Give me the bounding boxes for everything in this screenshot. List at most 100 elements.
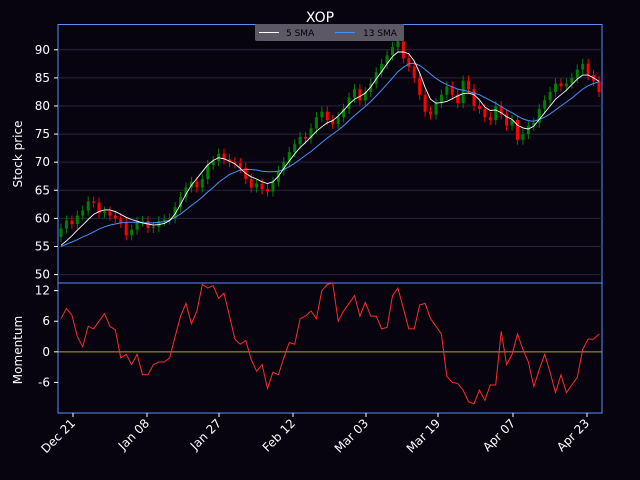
candle-body	[554, 83, 558, 92]
sma13-line	[60, 62, 600, 247]
candle-body	[439, 94, 443, 104]
price-y-ticks: 50 55 60 65 70 75 80 85 90	[35, 43, 58, 282]
momentum-tick-label: -6	[38, 375, 50, 389]
candle-body	[70, 220, 74, 224]
candle-body	[113, 215, 117, 219]
candle-body	[331, 120, 335, 124]
candle-body	[102, 211, 106, 213]
candle-body	[173, 207, 177, 219]
candle-body	[59, 228, 63, 237]
candle-body	[575, 69, 579, 78]
candle-body	[146, 221, 150, 228]
price-tick-label: 50	[35, 268, 50, 282]
date-tick-label: Feb 12	[260, 416, 298, 454]
candle-body	[179, 197, 183, 208]
candle-body	[488, 117, 492, 121]
candle-body	[266, 189, 270, 192]
candle-body	[108, 211, 112, 216]
candle-body	[195, 181, 199, 188]
candle-body	[477, 105, 481, 109]
candle-body	[184, 187, 188, 198]
momentum-y-axis-label: Momentum	[11, 316, 25, 384]
candle-body	[581, 63, 585, 70]
candle-body	[320, 111, 324, 118]
candle-body	[564, 83, 568, 87]
candle-body	[282, 162, 286, 171]
candle-body	[461, 80, 465, 104]
candle-body	[157, 221, 161, 227]
candle-body	[304, 136, 308, 139]
candle-body	[358, 89, 362, 101]
candle-body	[347, 97, 351, 109]
date-tick-label: Mar 03	[332, 416, 371, 455]
momentum-tick-label: 6	[42, 314, 50, 328]
candle-body	[124, 222, 128, 236]
candle-body	[141, 221, 145, 223]
candle-body	[249, 179, 253, 188]
date-tick-label: Jan 27	[187, 416, 224, 453]
candle-body	[418, 77, 422, 95]
chart-title: XOP	[306, 10, 334, 26]
momentum-y-ticks: -6 0 6 12	[35, 284, 58, 389]
candle-body	[75, 215, 79, 224]
legend: 5 SMA 13 SMA	[255, 24, 404, 41]
price-tick-label: 60	[35, 211, 50, 225]
candle-body	[97, 202, 101, 213]
candle-body	[81, 210, 85, 216]
momentum-panel: -6 0 6 12 Momentum	[11, 282, 603, 414]
candle-body	[521, 134, 525, 140]
candle-body	[325, 111, 329, 121]
price-tick-label: 85	[35, 71, 50, 85]
candle-body	[92, 201, 96, 203]
candle-body	[494, 105, 498, 121]
candle-body	[401, 41, 405, 59]
candle-body	[537, 108, 541, 123]
momentum-line	[60, 282, 600, 405]
candlesticks	[59, 36, 601, 242]
candle-body	[293, 144, 297, 153]
candle-body	[64, 220, 68, 229]
candle-body	[396, 41, 400, 47]
price-tick-label: 65	[35, 183, 50, 197]
candle-body	[369, 83, 373, 92]
candle-body	[352, 89, 356, 98]
candle-body	[526, 125, 530, 135]
candle-body	[298, 136, 302, 145]
candle-body	[390, 46, 394, 56]
candle-body	[342, 108, 346, 118]
candle-body	[472, 89, 476, 106]
candle-body	[222, 153, 226, 160]
price-tick-label: 75	[35, 127, 50, 141]
price-panel: 50 55 60 65 70 75 80 85 90 Stock price	[11, 24, 603, 284]
candle-body	[412, 66, 416, 78]
candle-body	[86, 201, 90, 211]
candle-body	[532, 122, 536, 126]
price-grid	[58, 49, 602, 276]
candle-body	[456, 94, 460, 104]
candle-body	[255, 183, 259, 188]
date-tick-label: Mar 19	[404, 416, 443, 455]
momentum-tick-label: 0	[42, 345, 50, 359]
candle-body	[429, 111, 433, 115]
momentum-tick-label: 12	[35, 284, 50, 298]
candle-body	[260, 183, 264, 190]
candle-body	[570, 77, 574, 84]
candle-body	[168, 218, 172, 220]
candle-body	[505, 114, 509, 126]
price-panel-frame	[57, 24, 603, 284]
candle-body	[548, 91, 552, 101]
price-tick-label: 55	[35, 239, 50, 253]
candle-body	[586, 63, 590, 76]
price-y-axis-label: Stock price	[11, 121, 25, 188]
date-tick-label: Apr 23	[554, 416, 592, 454]
date-tick-label: Dec 21	[38, 416, 78, 456]
candle-body	[423, 94, 427, 112]
candle-body	[363, 91, 367, 101]
candle-body	[151, 226, 155, 228]
sma5-line	[60, 51, 600, 246]
candle-body	[374, 72, 378, 84]
candle-body	[407, 58, 411, 67]
candle-body	[130, 229, 134, 236]
candle-body	[559, 83, 563, 87]
